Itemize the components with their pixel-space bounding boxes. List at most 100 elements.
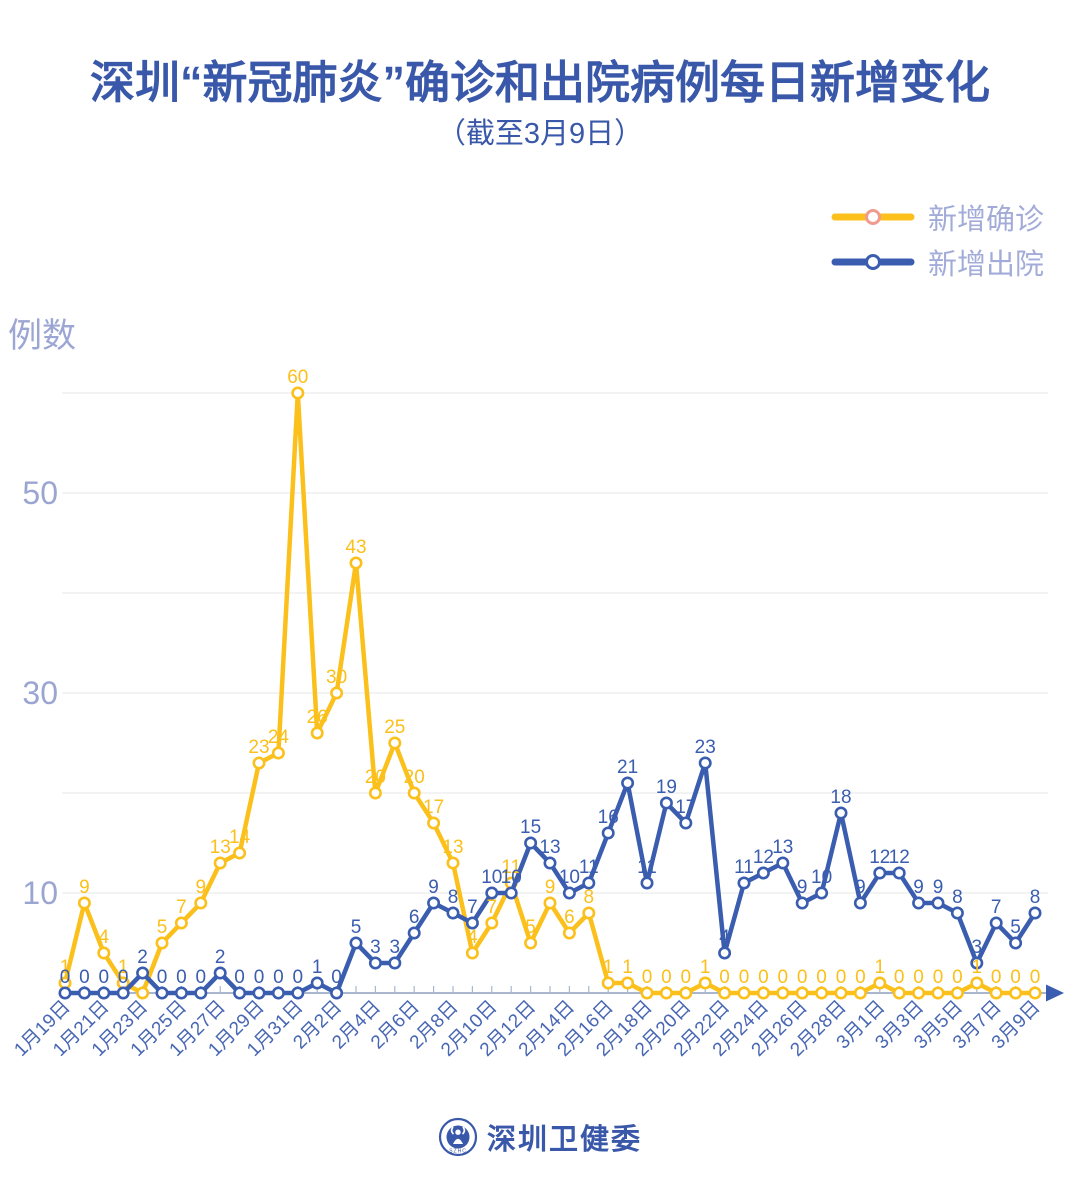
data-point-value-label: 4 [467, 927, 478, 948]
data-point-value-label: 0 [293, 967, 304, 988]
data-point-marker [756, 986, 770, 1000]
data-point-marker [659, 986, 673, 1000]
data-point-value-label: 0 [719, 967, 730, 988]
data-point-marker [194, 986, 208, 1000]
data-point-marker [446, 906, 460, 920]
data-point-value-label: 16 [598, 807, 619, 828]
data-point-value-label: 21 [617, 757, 638, 778]
data-point-value-label: 3 [370, 937, 381, 958]
data-point-value-label: 25 [384, 717, 405, 738]
data-point-value-label: 3 [390, 937, 401, 958]
data-point-marker [388, 736, 402, 750]
data-point-marker [795, 896, 809, 910]
data-point-marker [291, 986, 305, 1000]
data-point-value-label: 9 [196, 877, 207, 898]
data-point-marker [776, 986, 790, 1000]
data-point-value-label: 6 [409, 907, 420, 928]
data-point-marker [136, 966, 150, 980]
data-point-marker [77, 986, 91, 1000]
data-point-marker [776, 856, 790, 870]
data-point-value-label: 0 [99, 967, 110, 988]
data-point-value-label: 9 [545, 877, 556, 898]
data-point-marker [1009, 986, 1023, 1000]
data-point-marker [950, 986, 964, 1000]
logo-letters: SZHC [449, 1149, 467, 1155]
data-point-value-label: 30 [326, 667, 347, 688]
data-point-marker [368, 956, 382, 970]
data-point-marker [873, 976, 887, 990]
data-point-marker [834, 986, 848, 1000]
data-point-marker [679, 816, 693, 830]
data-point-marker [698, 976, 712, 990]
data-point-marker [698, 756, 712, 770]
data-point-value-label: 7 [467, 897, 478, 918]
data-point-value-label: 7 [487, 897, 498, 918]
data-point-marker [388, 956, 402, 970]
data-point-value-label: 0 [855, 967, 866, 988]
data-point-value-label: 0 [1010, 967, 1021, 988]
data-point-marker [116, 986, 130, 1000]
data-point-marker [252, 756, 266, 770]
data-point-value-label: 9 [428, 877, 439, 898]
data-point-value-label: 8 [1030, 887, 1041, 908]
data-point-value-label: 9 [933, 877, 944, 898]
data-point-value-label: 0 [176, 967, 187, 988]
data-point-marker [465, 916, 479, 930]
chart-legend: 新增确诊 新增出院 [830, 194, 1044, 284]
y-axis-unit-label: 例数 [8, 317, 76, 355]
data-point-marker [330, 686, 344, 700]
data-point-value-label: 2 [215, 947, 226, 968]
data-point-marker [368, 786, 382, 800]
data-point-marker [582, 906, 596, 920]
data-point-value-label: 0 [991, 967, 1002, 988]
data-point-value-label: 2 [137, 947, 148, 968]
data-point-value-label: 3 [972, 937, 983, 958]
data-point-value-label: 10 [481, 867, 502, 888]
data-point-value-label: 7 [991, 897, 1002, 918]
data-point-value-label: 60 [287, 367, 308, 388]
data-point-marker [815, 886, 829, 900]
data-point-marker [349, 556, 363, 570]
data-point-marker [737, 986, 751, 1000]
x-axis-arrow-icon [1046, 984, 1064, 1002]
data-point-value-label: 9 [79, 877, 90, 898]
data-point-value-label: 6 [564, 907, 575, 928]
data-point-value-label: 23 [248, 737, 269, 758]
data-point-value-label: 20 [365, 767, 386, 788]
data-point-value-label: 26 [307, 707, 328, 728]
footer-brand: SZHC 深圳卫健委 [0, 1116, 1080, 1158]
data-point-value-label: 13 [442, 837, 463, 858]
data-point-value-label: 8 [584, 887, 595, 908]
data-point-marker [873, 866, 887, 880]
gridlines [62, 392, 1048, 894]
data-point-marker [310, 726, 324, 740]
data-point-marker [543, 896, 557, 910]
data-point-marker [485, 916, 499, 930]
data-point-value-label: 17 [675, 797, 696, 818]
data-point-marker [1028, 986, 1042, 1000]
data-point-value-label: 9 [797, 877, 808, 898]
legend-item-confirmed: 新增确诊 [830, 194, 1044, 239]
data-point-value-label: 0 [758, 967, 769, 988]
data-point-marker [504, 886, 518, 900]
data-point-value-label: 13 [772, 837, 793, 858]
data-point-value-label: 12 [889, 847, 910, 868]
data-point-value-label: 1 [603, 957, 614, 978]
data-point-marker [853, 986, 867, 1000]
data-point-marker [718, 946, 732, 960]
data-point-marker [562, 926, 576, 940]
data-point-value-label: 0 [60, 967, 71, 988]
data-point-value-label: 4 [99, 927, 110, 948]
data-point-marker [543, 856, 557, 870]
data-point-marker [1009, 936, 1023, 950]
data-point-marker [77, 896, 91, 910]
data-point-marker [485, 886, 499, 900]
data-point-value-label: 19 [656, 777, 677, 798]
data-point-marker [718, 986, 732, 1000]
data-point-value-label: 0 [273, 967, 284, 988]
data-point-value-label: 0 [816, 967, 827, 988]
data-point-marker [640, 986, 654, 1000]
data-point-value-label: 1 [972, 957, 983, 978]
data-point-value-label: 0 [79, 967, 90, 988]
